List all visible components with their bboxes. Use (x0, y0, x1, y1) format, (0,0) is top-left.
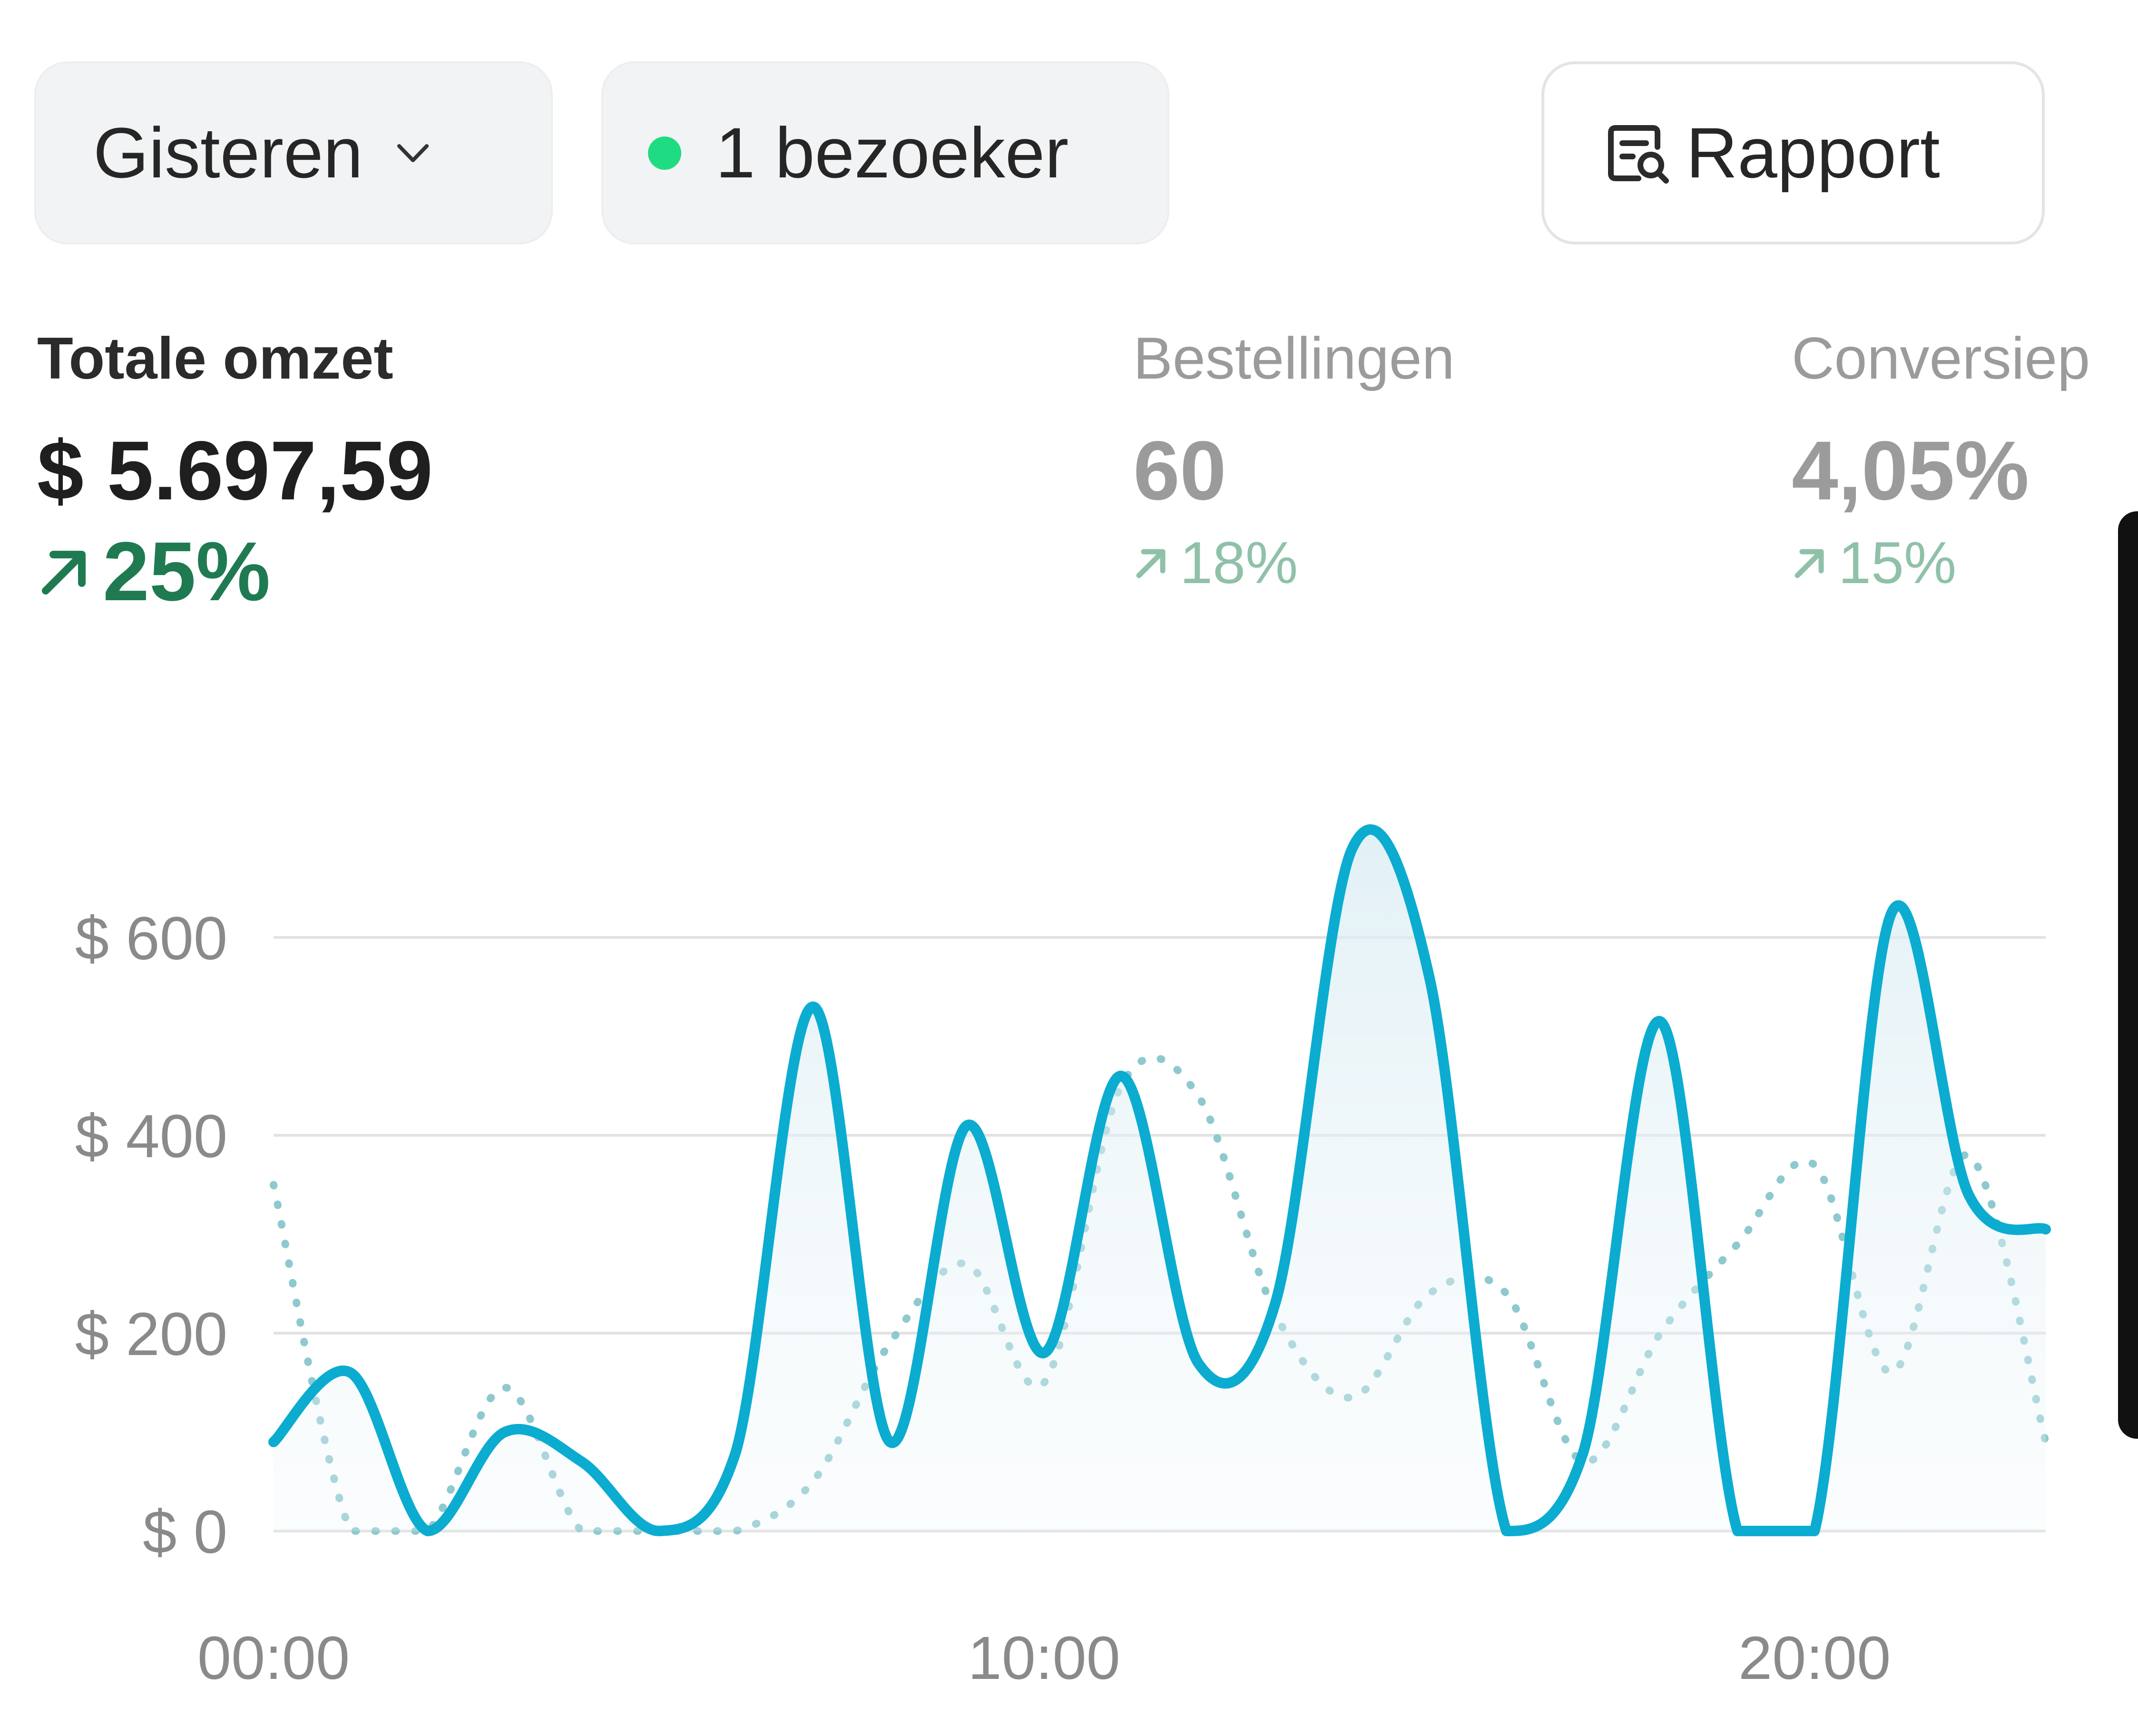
live-visitors-badge[interactable]: 1 bezoeker (601, 61, 1169, 244)
comparison-series-line (270, 1053, 2050, 1535)
metric-orders[interactable]: Bestellingen 60 18% (1133, 329, 1455, 593)
y-tick-label: $ 0 (143, 1498, 227, 1566)
metric-value: 4,05% (1792, 424, 2030, 517)
metric-label: Bestellingen (1133, 326, 1455, 391)
metric-label: Totale omzet (37, 326, 393, 391)
chart-series (268, 824, 2051, 1537)
live-status-dot (648, 136, 681, 170)
revenue-series-line (268, 824, 2051, 1537)
report-button[interactable]: Rapport (1541, 61, 2045, 244)
metric-change: 15% (1792, 534, 2090, 593)
date-range-label: Gisteren (93, 113, 363, 193)
metric-change-value: 25% (103, 525, 271, 618)
metric-total-revenue[interactable]: Totale omzet $ 5.697,59 25% (37, 329, 433, 614)
x-axis: 00:00 10:00 20:00 (197, 1624, 1891, 1692)
x-tick-label: 10:00 (968, 1624, 1120, 1692)
metric-change: 25% (37, 530, 433, 614)
metric-change-value: 18% (1180, 530, 1298, 596)
arrow-up-right-icon (1133, 545, 1169, 581)
report-label: Rapport (1686, 113, 1940, 193)
x-tick-label: 00:00 (197, 1624, 350, 1692)
x-tick-label: 20:00 (1738, 1624, 1891, 1692)
metric-conversion[interactable]: Conversiep 4,05% 15% (1792, 329, 2090, 593)
y-tick-label: $ 600 (75, 905, 227, 973)
metric-value: 60 (1133, 424, 1226, 517)
revenue-chart: $ 0 $ 200 $ 400 $ 600 00:00 10:00 20:00 (75, 824, 2051, 1692)
metric-label: Conversiep (1792, 326, 2090, 391)
side-panel-edge[interactable] (2118, 511, 2138, 1439)
arrow-up-right-icon (37, 544, 92, 599)
y-tick-label: $ 200 (75, 1300, 227, 1368)
report-search-icon (1601, 117, 1673, 189)
metric-value: $ 5.697,59 (37, 424, 433, 517)
metric-change: 18% (1133, 534, 1455, 593)
date-range-dropdown[interactable]: Gisteren (34, 61, 553, 244)
visitor-count: 1 bezoeker (716, 113, 1069, 193)
y-tick-label: $ 400 (75, 1102, 227, 1170)
y-axis: $ 0 $ 200 $ 400 $ 600 (75, 905, 227, 1566)
metric-change-value: 15% (1838, 530, 1957, 596)
chevron-down-icon (396, 142, 430, 164)
arrow-up-right-icon (1792, 545, 1828, 581)
